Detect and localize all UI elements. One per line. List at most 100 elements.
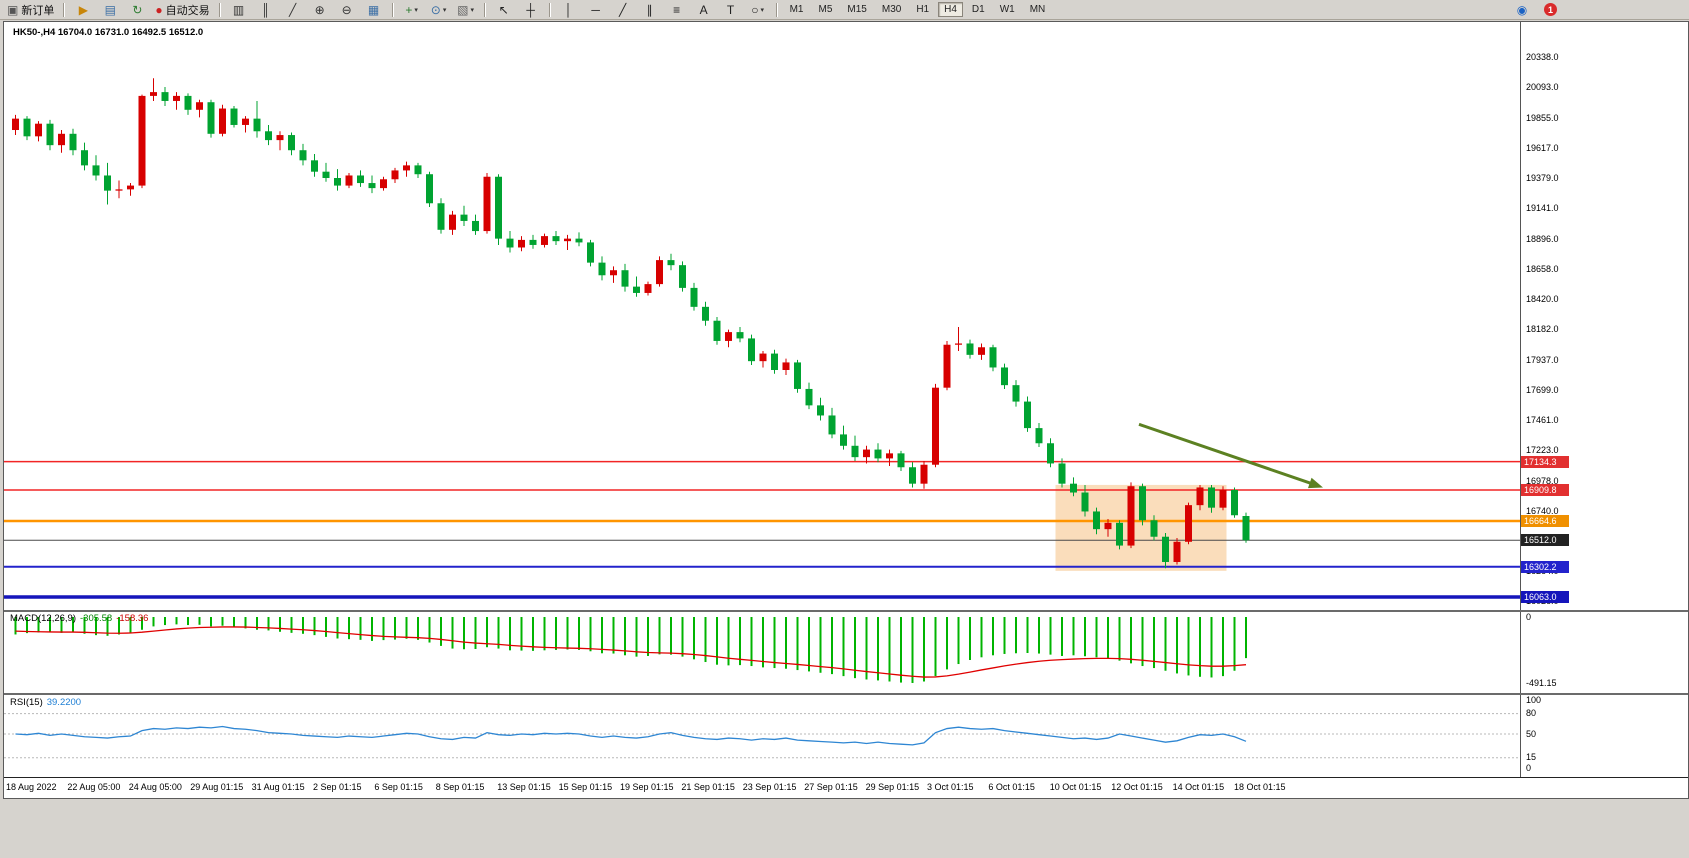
panel-splitter[interactable] [4,693,1688,695]
timeframe-h1-button[interactable]: H1 [916,4,930,15]
shapes-button[interactable]: ○ ▾ [745,0,771,19]
candle-chart-button[interactable]: ║ [253,0,279,19]
timeframe-w1-button[interactable]: W1 [999,4,1015,15]
print-button[interactable]: ▤ [97,0,123,19]
price-tick: 20338.0 [1526,51,1559,62]
bar-chart-button[interactable]: ▥ [226,0,252,19]
label-button[interactable]: T [718,0,744,19]
macd-value-main: -305.58 [80,613,113,624]
time-label: 2 Sep 01:15 [313,782,362,792]
vertical-line-button[interactable]: │ [556,0,582,19]
price-tick: 17223.0 [1526,444,1559,455]
cursor-icon: ↖ [498,2,509,17]
macd-name: MACD(12,26,9) [10,613,76,624]
cursor-button[interactable]: ↖ [491,0,517,19]
time-label: 3 Oct 01:15 [927,782,974,792]
time-label: 21 Sep 01:15 [681,782,735,792]
candle-chart-icon: ║ [261,2,270,17]
timeframe-mn-button[interactable]: MN [1029,4,1046,15]
autotrade-icon: ● [155,2,163,17]
price-tick: 18896.0 [1526,233,1559,244]
rsi-axis-tick: 100 [1526,694,1542,705]
price-tick: 18658.0 [1526,263,1559,274]
toolbar-separator [218,2,221,17]
line-chart-button[interactable]: ╱ [280,0,306,19]
timeframe-m30-button[interactable]: M30 [881,4,902,15]
zoom-out-button[interactable]: ⊖ [334,0,360,19]
timeframe-m15-button[interactable]: M15 [847,4,867,15]
fibonacci-button[interactable]: ≡ [664,0,690,19]
time-label: 6 Sep 01:15 [374,782,423,792]
timeframe-d1-button[interactable]: D1 [971,4,985,15]
tile-windows-button[interactable]: ▦ [361,0,387,19]
channel-button[interactable]: ∥ [637,0,663,19]
notifications-badge[interactable]: 1 [1544,3,1557,16]
text-icon: A [699,2,708,17]
toolbar: ▣ 新订单 ▶ ▤ ↻ ● 自动交易 ▥ ║ ╱ ⊕ ⊖ ▦ + ▾ ⊙ ▾ ▧ ▾ ↖ ┼ │ ─ ╱ ∥ ≡ A T ○ ▾ M1 M5 M… [0,0,1689,20]
indicators-icon: + [405,2,413,17]
time-label: 22 Aug 05:00 [67,782,121,792]
rsi-axis-tick: 80 [1526,708,1537,719]
price-tick: 19617.0 [1526,142,1559,153]
rsi-panel-canvas[interactable] [4,695,1520,777]
new-order-button[interactable]: ▣ 新订单 [3,0,58,19]
zoom-out-icon: ⊖ [341,2,352,17]
autotrade-button-label: 自动交易 [165,4,210,17]
price-tick: 20093.0 [1526,82,1559,93]
rsi-axis-tick: 50 [1526,728,1537,739]
bar-chart-icon: ▥ [232,2,245,17]
toolbar-separator [775,2,778,17]
timeframe-m1-button[interactable]: M1 [789,4,804,15]
search-button[interactable]: ◉ [1509,0,1535,19]
toolbar-separator [63,2,66,17]
periods-button[interactable]: ⊙ ▾ [426,0,452,19]
autotrade-button[interactable]: ● 自动交易 [151,0,213,19]
main-chart-canvas[interactable] [4,22,1520,610]
time-label: 8 Sep 01:15 [435,782,485,792]
templates-button[interactable]: ▧ ▾ [453,0,479,19]
label-icon: T [726,2,735,17]
price-level-label: 16664.6 [1521,514,1569,527]
rsi-name: RSI(15) [10,697,43,708]
rsi-value: 39.2200 [46,697,82,708]
dropdown-arrow-icon: ▾ [760,6,764,14]
price-tick: 17699.0 [1526,384,1559,395]
price-axis-border [1520,22,1521,777]
line-chart-icon: ╱ [288,2,297,17]
time-label: 12 Oct 01:15 [1111,782,1163,792]
trendline-icon: ╱ [618,2,627,17]
price-tick: 18420.0 [1526,293,1559,304]
crosshair-button[interactable]: ┼ [518,0,544,19]
channel-icon: ∥ [646,2,653,17]
time-axis[interactable]: 18 Aug 2022 22 Aug 05:00 24 Aug 05:00 29 Au… [4,777,1688,797]
vertical-line-icon: │ [564,2,573,17]
toolbar-separator [548,2,551,17]
text-button[interactable]: A [691,0,717,19]
refresh-button[interactable]: ↻ [124,0,150,19]
macd-panel-canvas[interactable] [4,612,1520,693]
sound-button[interactable]: ▶ [70,0,96,19]
timeframe-h4-button[interactable]: H4 [938,2,963,17]
fibonacci-icon: ≡ [673,2,681,17]
time-label: 14 Oct 01:15 [1172,782,1225,792]
trendline-button[interactable]: ╱ [610,0,636,19]
horizontal-line-button[interactable]: ─ [583,0,609,19]
zoom-in-icon: ⊕ [314,2,325,17]
price-level-label: 16302.2 [1521,560,1569,573]
zoom-in-button[interactable]: ⊕ [307,0,333,19]
dropdown-arrow-icon: ▾ [414,6,418,14]
timeframe-m5-button[interactable]: M5 [818,4,833,15]
price-axis[interactable]: 20338.0 20093.0 19855.0 19617.0 19379.0 19141… [1521,22,1688,777]
panel-splitter[interactable] [4,610,1688,612]
new-order-icon: ▣ [7,2,19,17]
macd-axis-tick: -491.15 [1526,677,1557,688]
macd-axis-tick: 0 [1526,611,1532,622]
sound-icon: ▶ [78,2,88,17]
price-tick: 17461.0 [1526,414,1559,425]
indicators-button[interactable]: + ▾ [399,0,425,19]
price-tick: 18182.0 [1526,323,1559,334]
time-label: 29 Aug 01:15 [190,782,244,792]
time-label: 18 Aug 2022 [6,782,57,792]
macd-value-signal: -158.36 [116,613,149,624]
